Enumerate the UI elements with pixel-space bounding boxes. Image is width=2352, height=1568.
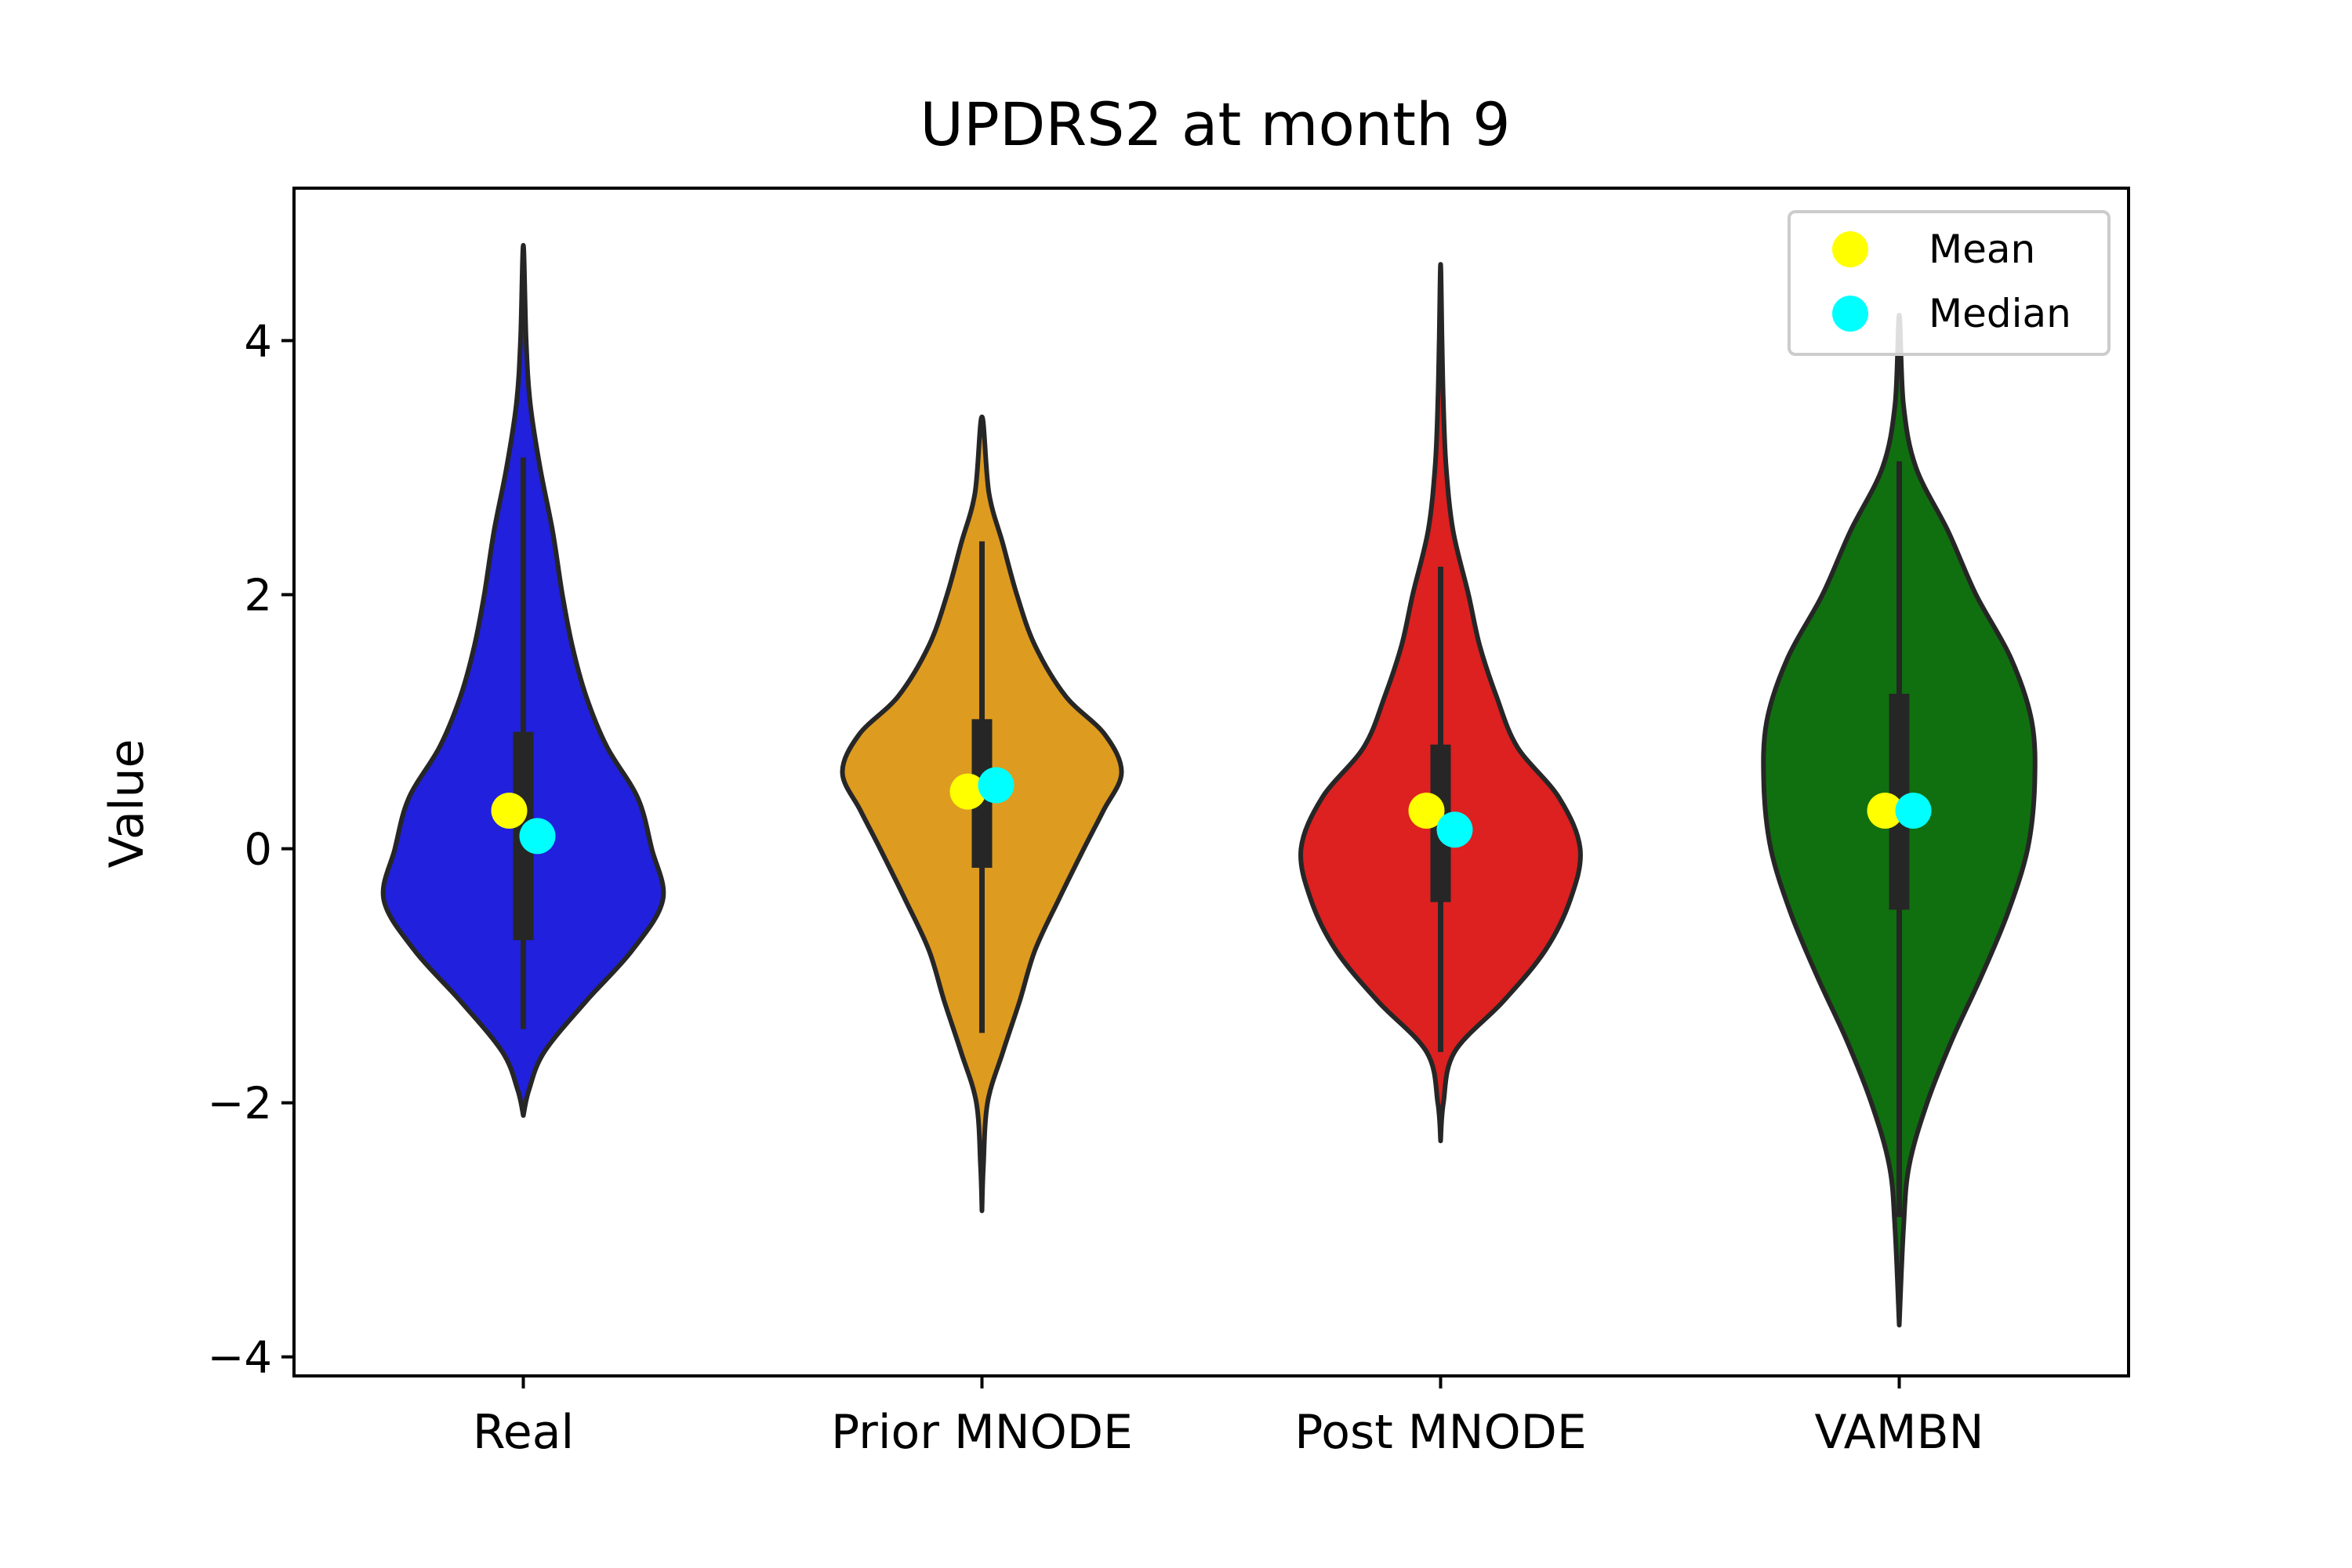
y-tick-label: 4: [244, 316, 272, 367]
y-tick-label: −2: [207, 1079, 272, 1130]
mean-marker: [491, 792, 528, 829]
median-marker: [978, 767, 1014, 804]
chart-title: UPDRS2 at month 9: [920, 89, 1510, 159]
y-axis: −4 −2 0 2 4: [207, 316, 294, 1384]
median-marker: [1895, 792, 1932, 829]
legend-marker-median: [1832, 296, 1868, 332]
y-tick-label: 2: [244, 571, 272, 622]
mean-marker: [949, 773, 986, 810]
mean-marker: [1867, 792, 1904, 829]
x-axis: Real Prior MNODE Post MNODE VAMBN: [473, 1376, 1984, 1460]
violins-layer: [380, 242, 2038, 1328]
y-tick-label: 0: [244, 825, 272, 876]
violin-post-mnode: [1298, 262, 1583, 1144]
legend-label-mean: Mean: [1929, 227, 2035, 272]
plot-frame: [292, 187, 2130, 1377]
violin-real: [380, 242, 666, 1118]
median-marker: [1436, 811, 1473, 848]
violin-prior-mnode: [840, 414, 1124, 1214]
y-axis-label: Value: [100, 739, 154, 869]
legend-label-median: Median: [1929, 291, 2071, 336]
median-marker: [519, 818, 556, 855]
x-tick-label: VAMBN: [1814, 1405, 1984, 1460]
legend-marker-mean: [1832, 231, 1868, 267]
legend: Mean Median: [1788, 210, 2111, 356]
legend-box: [1788, 210, 2111, 356]
x-tick-label: Prior MNODE: [831, 1405, 1133, 1460]
x-tick-label: Real: [473, 1405, 574, 1460]
x-tick-label: Post MNODE: [1294, 1405, 1587, 1460]
mean-marker: [1408, 792, 1445, 829]
y-tick-label: −4: [207, 1333, 272, 1384]
